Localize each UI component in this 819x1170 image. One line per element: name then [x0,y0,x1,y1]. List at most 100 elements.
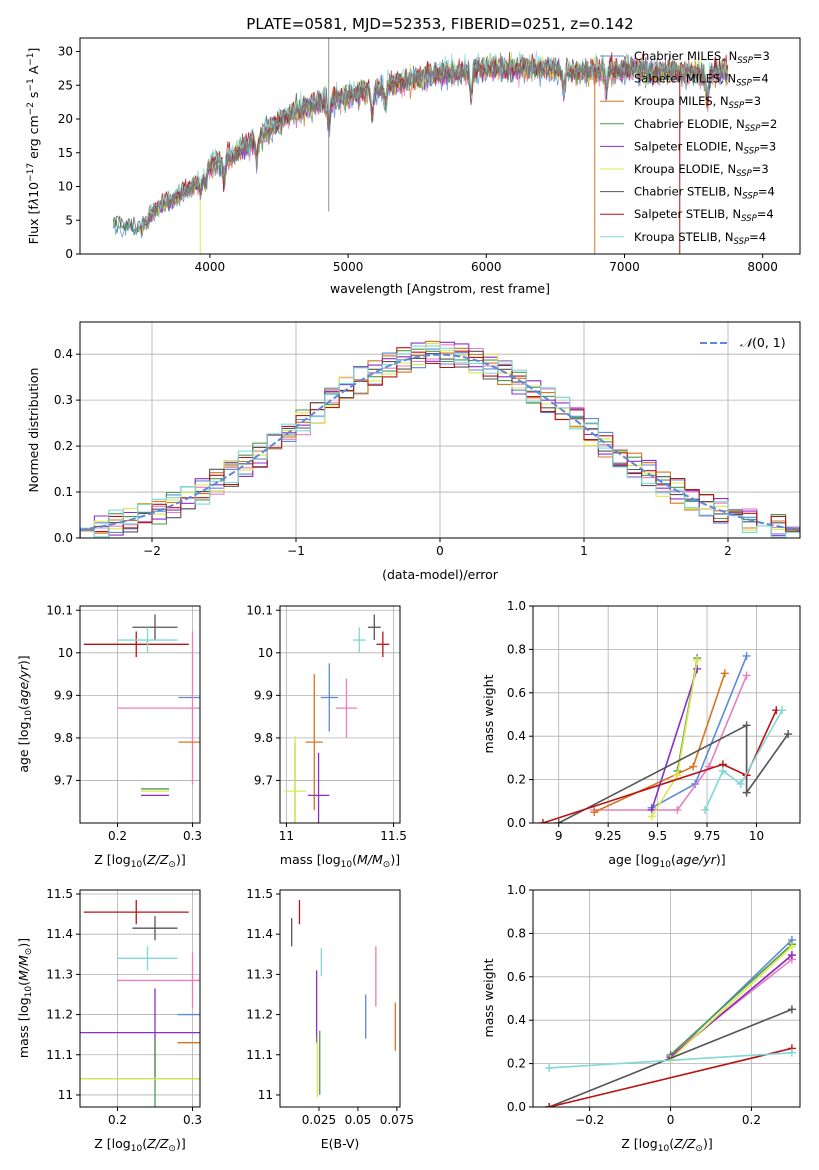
x-tick-label: 9.75 [694,829,721,843]
spectrum-frame [79,37,801,255]
y-tick-label: 10.1 [46,603,73,617]
age-weight-ylabel: mass weight [481,674,496,753]
legend-label: Salpeter MILES, NSSP=4 [634,72,769,89]
y-tick-label: 9.8 [54,731,73,745]
y-tick-label: 25 [58,78,73,92]
x-tick-label: 0 [667,1113,675,1127]
mass-weight-marker [787,1005,796,1014]
x-tick-label: 11 [279,829,294,843]
mass-age-y-ticks: 9.7 9.8 9.9 10 10.1 [246,603,280,787]
mass-weight-line [549,1047,793,1107]
mass-weight-line [548,1008,793,1107]
y-tick-label: 11 [58,1088,73,1102]
mass-weight-line [594,675,748,811]
mass-weight-marker [742,721,751,730]
residual-plot-area [80,340,800,538]
z-weight-frame [532,889,801,1108]
y-tick-label: 10 [58,646,73,660]
mass-weight-marker [590,808,599,817]
residual-xlabel: (data-model)/error [382,567,499,582]
z-weight-panel: −0.2 0 0.2 0.0 0.2 0.4 0.6 0.8 1.0 Z [log10(Z/Z… [481,883,801,1154]
residual-y-ticks: 0.0 0.1 0.2 0.3 0.4 [54,347,80,545]
x-tick-label: 9.5 [648,829,667,843]
mass-weight-marker [538,819,547,823]
mass-weight-marker [673,805,682,814]
mass-weight-marker [647,812,656,821]
z-weight-y-ticks: 0.0 0.2 0.4 0.6 0.8 1.0 [507,883,533,1114]
y-tick-label: 0.3 [54,393,73,407]
mass-weight-line [704,709,783,811]
x-tick-label: 0.2 [108,1113,127,1127]
y-tick-label: 9.7 [254,773,273,787]
z-age-ylabel: age [log10(age/yr)] [16,655,34,772]
spectrum-title: PLATE=0581, MJD=52353, FIBERID=0251, z=0… [246,15,633,33]
y-tick-label: 10.1 [246,603,273,617]
y-tick-label: 0.2 [54,439,73,453]
y-tick-label: 0.0 [507,816,526,830]
ebv-mass-xlabel: E(B-V) [321,1136,360,1151]
z-mass-xlabel: Z [log10(Z/Z⊙)] [94,1136,185,1154]
mass-age-xlabel: mass [log10(M/M⊙)] [280,852,400,870]
mass-weight-marker [545,1063,554,1072]
age-weight-x-ticks: 9 9.25 9.5 9.75 10 [555,823,764,843]
age-weight-plot-area [538,651,793,823]
z-age-y-ticks: 9.7 9.8 9.9 10 10.1 [46,603,80,787]
x-tick-label: −2 [143,544,161,558]
mass-age-grid [280,606,400,823]
mass-weight-line [549,1052,792,1069]
y-tick-label: 9.7 [54,773,73,787]
spectrum-ylabel: Flux [fλ10−17 erg cm−2 s−1 A−1] [26,48,41,245]
mass-age-x-ticks: 11 11.5 [279,823,407,843]
z-weight-ylabel: mass weight [481,958,496,1037]
mass-weight-marker [787,1048,796,1057]
x-tick-label: 0.2 [108,829,127,843]
z-mass-grid [80,890,200,1107]
z-age-x-ticks: 0.2 0.3 [108,823,202,843]
x-tick-label: 0.2 [742,1113,761,1127]
y-tick-label: 30 [58,45,73,59]
x-tick-label: 0.025 [302,1113,336,1127]
legend-label: Salpeter STELIB, NSSP=4 [634,207,774,224]
y-tick-label: 11.4 [246,927,273,941]
normal-distribution-curve [80,353,800,531]
y-tick-label: 11 [258,1088,273,1102]
x-tick-label: 0.075 [380,1113,414,1127]
residual-legend: 𝒩(0, 1) [700,335,786,350]
z-age-plot-area [83,614,200,796]
x-tick-label: 4000 [195,260,226,274]
x-tick-label: 5000 [333,260,364,274]
residual-histogram-panel: −2 −1 0 1 2 0.0 0.1 0.2 0.3 0.4 (data-model)/err… [26,321,801,582]
mass-weight-marker [787,942,796,951]
y-tick-label: 0.2 [507,773,526,787]
y-tick-label: 0.6 [507,970,526,984]
legend-label: Kroupa STELIB, NSSP=4 [634,230,766,247]
z-age-panel: 0.2 0.3 9.7 9.8 9.9 10 10.1 Z [log10(Z/Z⊙)] a… [16,603,202,870]
y-tick-label: 11.3 [246,967,273,981]
x-tick-label: 6000 [471,260,502,274]
z-weight-xlabel: Z [log10(Z/Z⊙)] [621,1136,712,1154]
mass-weight-line [669,939,793,1058]
y-tick-label: 1.0 [507,883,526,897]
y-tick-label: 0.8 [507,926,526,940]
y-tick-label: 11.2 [246,1008,273,1022]
legend-label: Salpeter ELODIE, NSSP=3 [634,139,776,156]
y-tick-label: 10 [258,646,273,660]
mass-weight-marker [689,762,698,771]
y-tick-label: 0.1 [54,485,73,499]
spectrum-xlabel: wavelength [Angstrom, rest frame] [330,281,550,296]
mass-weight-marker [720,669,729,678]
mass-age-panel: 11 11.5 9.7 9.8 9.9 10 10.1 mass [log10(M/M⊙)… [246,603,407,870]
age-weight-xlabel: age [log10(age/yr)] [608,852,725,870]
legend-label: Kroupa ELODIE, NSSP=3 [634,162,769,179]
ebv-mass-plot-area [291,900,396,1097]
mass-weight-line [542,709,778,823]
age-weight-panel: 9 9.25 9.5 9.75 10 0.0 0.2 0.4 0.6 0.8 1.0 age [l… [481,599,801,870]
y-tick-label: 11.1 [46,1048,73,1062]
mass-weight-marker [778,706,787,715]
age-weight-frame [532,605,801,824]
mass-weight-marker [742,671,751,680]
mass-weight-marker [673,771,682,780]
y-tick-label: 0.4 [54,347,73,361]
y-tick-label: 9.9 [54,688,73,702]
x-tick-label: −1 [287,544,305,558]
